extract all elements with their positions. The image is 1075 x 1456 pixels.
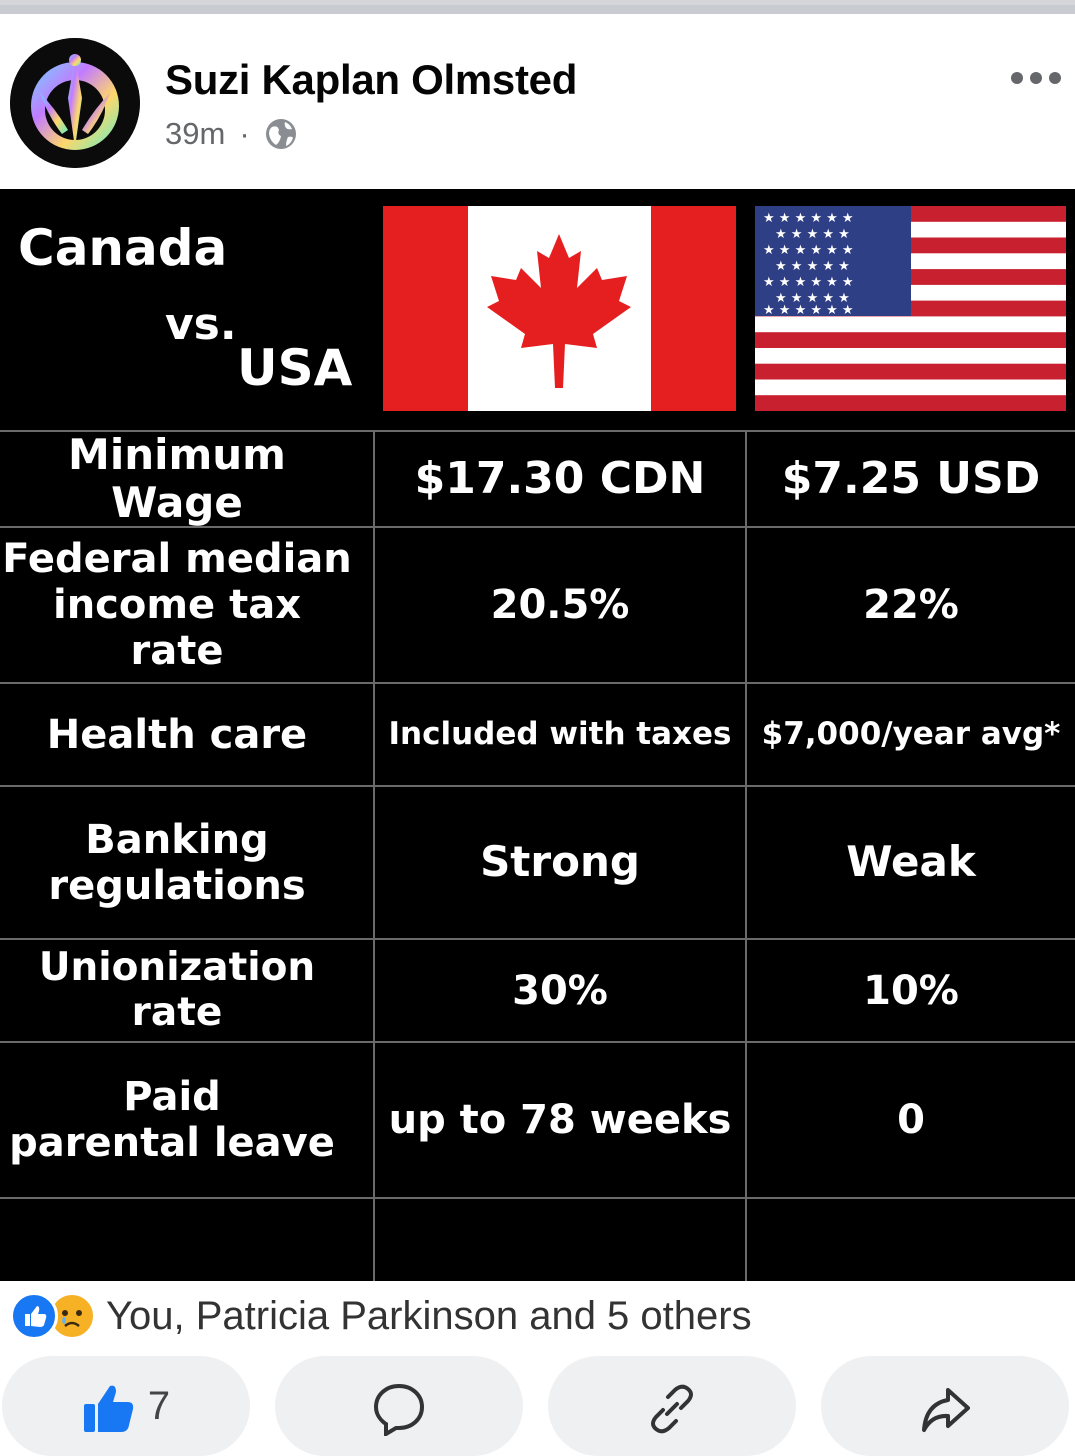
row-label-minimum-wage: Minimum Wage: [68, 429, 286, 527]
action-bar: 7: [0, 1356, 1075, 1456]
thumbs-up-icon: [83, 1385, 134, 1432]
row-label-banking-line1: Banking: [85, 816, 269, 863]
share-icon: [922, 1388, 970, 1432]
canada-minimum-wage: $17.30 CDN: [414, 452, 706, 504]
comparison-graphic: Canada vs. USA ★ ★ ★ ★ ★ ★ ★ ★ ★ ★ ★ ★ ★…: [0, 189, 1075, 1281]
usa-banking: Weak: [846, 837, 976, 887]
canada-parental-leave: up to 78 weeks: [388, 1097, 732, 1143]
rebel-alliance-icon: [10, 38, 140, 168]
svg-text:★ ★ ★ ★ ★ ★: ★ ★ ★ ★ ★ ★: [763, 211, 854, 226]
link-icon: [651, 1384, 693, 1434]
usa-health-care: $7,000/year avg*: [761, 715, 1061, 752]
canada-health-care: Included with taxes: [388, 715, 732, 752]
row-label-income-tax-line1: Federal median: [2, 536, 352, 582]
canada-unionization: 30%: [512, 967, 608, 1014]
grid-line: [373, 430, 375, 1281]
post-header: Suzi Kaplan Olmsted 39m ·: [0, 14, 1075, 189]
post-time[interactable]: 39m: [165, 116, 226, 151]
row-label-parental-leave-line2: parental leave: [9, 1120, 335, 1166]
reactions-summary[interactable]: You, Patricia Parkinson and 5 others: [10, 1291, 752, 1341]
canada-income-tax: 20.5%: [490, 582, 630, 628]
like-button[interactable]: 7: [2, 1356, 250, 1456]
graphic-title-vs: vs.: [165, 299, 237, 350]
grid-line: [0, 682, 1075, 684]
row-label-parental-leave: Paid parental leave: [0, 1043, 344, 1197]
globe-icon: [264, 117, 298, 151]
usa-income-tax: 22%: [863, 582, 959, 628]
usa-parental-leave: 0: [897, 1097, 925, 1143]
comment-button[interactable]: [275, 1356, 523, 1456]
grid-line: [745, 430, 747, 1281]
like-count: 7: [147, 1384, 171, 1428]
row-label-income-tax: Federal median income tax rate: [0, 528, 354, 682]
canada-flag: [383, 206, 736, 411]
grid-line: [0, 1197, 1075, 1199]
usa-flag: ★ ★ ★ ★ ★ ★ ★ ★ ★ ★ ★ ★ ★ ★ ★ ★ ★ ★ ★ ★ …: [755, 206, 1066, 411]
row-label-parental-leave-line1: Paid: [123, 1074, 221, 1120]
canada-banking: Strong: [480, 837, 640, 887]
svg-text:★ ★ ★ ★ ★: ★ ★ ★ ★ ★: [775, 227, 850, 242]
svg-text:★ ★ ★ ★ ★ ★: ★ ★ ★ ★ ★ ★: [763, 275, 854, 290]
row-label-banking: Banking regulations: [0, 787, 354, 938]
link-button[interactable]: [548, 1356, 796, 1456]
row-label-banking-line2: regulations: [48, 862, 306, 909]
meta-separator: ·: [239, 116, 250, 151]
svg-text:★ ★ ★ ★ ★ ★: ★ ★ ★ ★ ★ ★: [763, 303, 854, 318]
avatar[interactable]: [10, 38, 140, 168]
graphic-title-canada: Canada: [18, 219, 228, 277]
post-meta: 39m ·: [165, 116, 298, 152]
svg-text:★ ★ ★ ★ ★: ★ ★ ★ ★ ★: [775, 259, 850, 274]
grid-line: [0, 938, 1075, 940]
row-label-income-tax-line2: income tax rate: [52, 582, 302, 674]
usa-unionization: 10%: [863, 967, 959, 1014]
grid-line: [0, 1041, 1075, 1043]
author-name[interactable]: Suzi Kaplan Olmsted: [165, 56, 578, 103]
grid-line: [0, 785, 1075, 787]
reactions-text[interactable]: You, Patricia Parkinson and 5 others: [106, 1293, 752, 1338]
more-dots-icon[interactable]: [1011, 66, 1061, 90]
grid-line: [0, 430, 1075, 432]
top-bar: [0, 0, 1075, 14]
graphic-title-usa: USA: [237, 339, 353, 397]
svg-text:★ ★ ★ ★ ★ ★: ★ ★ ★ ★ ★ ★: [763, 243, 854, 258]
share-button[interactable]: [821, 1356, 1069, 1456]
row-label-health-care: Health care: [46, 711, 308, 758]
like-icon: [10, 1292, 58, 1340]
comment-icon: [373, 1383, 425, 1436]
svg-text:★ ★ ★ ★ ★: ★ ★ ★ ★ ★: [775, 291, 850, 306]
row-label-unionization: Unionization rate: [38, 944, 316, 1035]
grid-line: [0, 526, 1075, 528]
usa-minimum-wage: $7.25 USD: [781, 452, 1041, 504]
